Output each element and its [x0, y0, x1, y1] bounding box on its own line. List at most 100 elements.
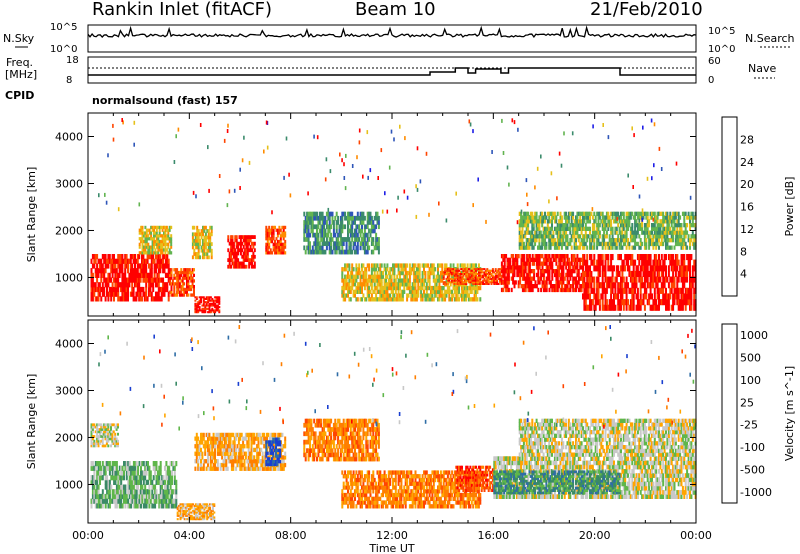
- echo-cell: [469, 281, 472, 284]
- echo-cell: [115, 272, 118, 278]
- echo-cell: [482, 281, 485, 284]
- echo-cell: [141, 254, 143, 260]
- echo-cell: [639, 215, 642, 220]
- echo-cell: [577, 245, 580, 250]
- echo-cell: [201, 296, 204, 299]
- echo-cell: [307, 191, 309, 196]
- echo-cell: [129, 268, 132, 274]
- echo-cell: [687, 211, 690, 216]
- echo-cell: [369, 215, 372, 221]
- echo-cell: [394, 263, 397, 268]
- echo-cell: [355, 224, 358, 230]
- echo-cell: [455, 271, 458, 274]
- echo-cell: [500, 254, 503, 259]
- echo-cell: [187, 276, 190, 280]
- echo-cell: [687, 238, 690, 243]
- echo-cell: [166, 282, 169, 288]
- echo-cell: [239, 261, 242, 266]
- echo-cell: [487, 271, 490, 274]
- echo-cell: [561, 280, 563, 285]
- echo-cell: [330, 249, 333, 255]
- echo-cell: [164, 272, 167, 278]
- echo-cell: [118, 489, 121, 495]
- echo-cell: [604, 270, 607, 277]
- echo-cell: [372, 274, 375, 279]
- echo-cell: [603, 270, 606, 277]
- echo-cell: [159, 263, 162, 269]
- echo-cell: [341, 267, 344, 272]
- echo-cell: [565, 215, 568, 220]
- echo-cell: [620, 304, 622, 311]
- echo-cell: [469, 263, 472, 268]
- echo-cell: [635, 265, 638, 272]
- echo-cell: [462, 273, 465, 276]
- echo-cell: [642, 254, 645, 261]
- echo-cell: [171, 293, 174, 297]
- echo-cell: [632, 299, 635, 306]
- echo-cell: [593, 287, 596, 294]
- echo-cell: [196, 255, 199, 260]
- echo-cell: [548, 272, 551, 278]
- echo-cell: [249, 245, 252, 249]
- echo-cell: [431, 270, 434, 276]
- echo-cell: [359, 297, 362, 302]
- echo-cell: [693, 293, 696, 300]
- echo-cell: [244, 241, 247, 246]
- echo-cell: [316, 211, 318, 217]
- echo-cell: [643, 211, 646, 216]
- echo-cell: [572, 269, 575, 274]
- echo-cell: [545, 265, 548, 270]
- echo-cell: [160, 291, 163, 297]
- echo-cell: [342, 293, 345, 298]
- echo-cell: [266, 228, 269, 232]
- echo-cell: [110, 258, 113, 264]
- echo-cell: [370, 220, 373, 225]
- echo-cell: [465, 271, 468, 274]
- echo-cell: [628, 211, 631, 216]
- echo-cell: [352, 282, 355, 287]
- echo-cell: [252, 235, 255, 239]
- echo-cell: [524, 230, 527, 235]
- echo-cell: [586, 219, 589, 224]
- echo-cell: [601, 223, 604, 228]
- echo-cell: [97, 286, 100, 293]
- echo-cell: [227, 258, 230, 262]
- echo-cell: [686, 287, 689, 294]
- echo-cell: [499, 277, 501, 280]
- echo-cell: [133, 120, 136, 125]
- echo-cell: [94, 282, 97, 288]
- echo-cell: [218, 297, 221, 300]
- echo-cell: [453, 279, 456, 282]
- echo-cell: [121, 475, 124, 481]
- echo-cell: [541, 219, 544, 224]
- echo-cell: [572, 223, 575, 228]
- echo-cell: [561, 284, 563, 289]
- echo-cell: [506, 165, 509, 170]
- echo-cell: [138, 282, 141, 288]
- echo-cell: [593, 241, 596, 247]
- echo-cell: [421, 285, 424, 291]
- echo-cell: [187, 287, 190, 292]
- echo-cell: [328, 241, 331, 246]
- echo-cell: [107, 479, 110, 485]
- echo-cell: [635, 211, 638, 216]
- echo-cell: [113, 277, 115, 283]
- echo-cell: [121, 272, 124, 278]
- echo-cell: [520, 223, 523, 228]
- echo-cell: [539, 219, 542, 224]
- echo-cell: [234, 235, 237, 239]
- echo-cell: [235, 235, 238, 239]
- echo-cell: [487, 277, 490, 280]
- echo-cell: [593, 265, 596, 272]
- echo-cell: [379, 282, 382, 287]
- echo-cell: [111, 268, 114, 274]
- echo-cell: [382, 274, 385, 279]
- echo-cell: [141, 234, 144, 238]
- echo-cell: [610, 276, 613, 283]
- echo-cell: [158, 242, 161, 246]
- echo-cell: [345, 263, 348, 268]
- echo-cell: [528, 261, 531, 266]
- echo-cell: [551, 287, 554, 293]
- echo-cell: [573, 269, 576, 274]
- echo-cell: [425, 293, 428, 298]
